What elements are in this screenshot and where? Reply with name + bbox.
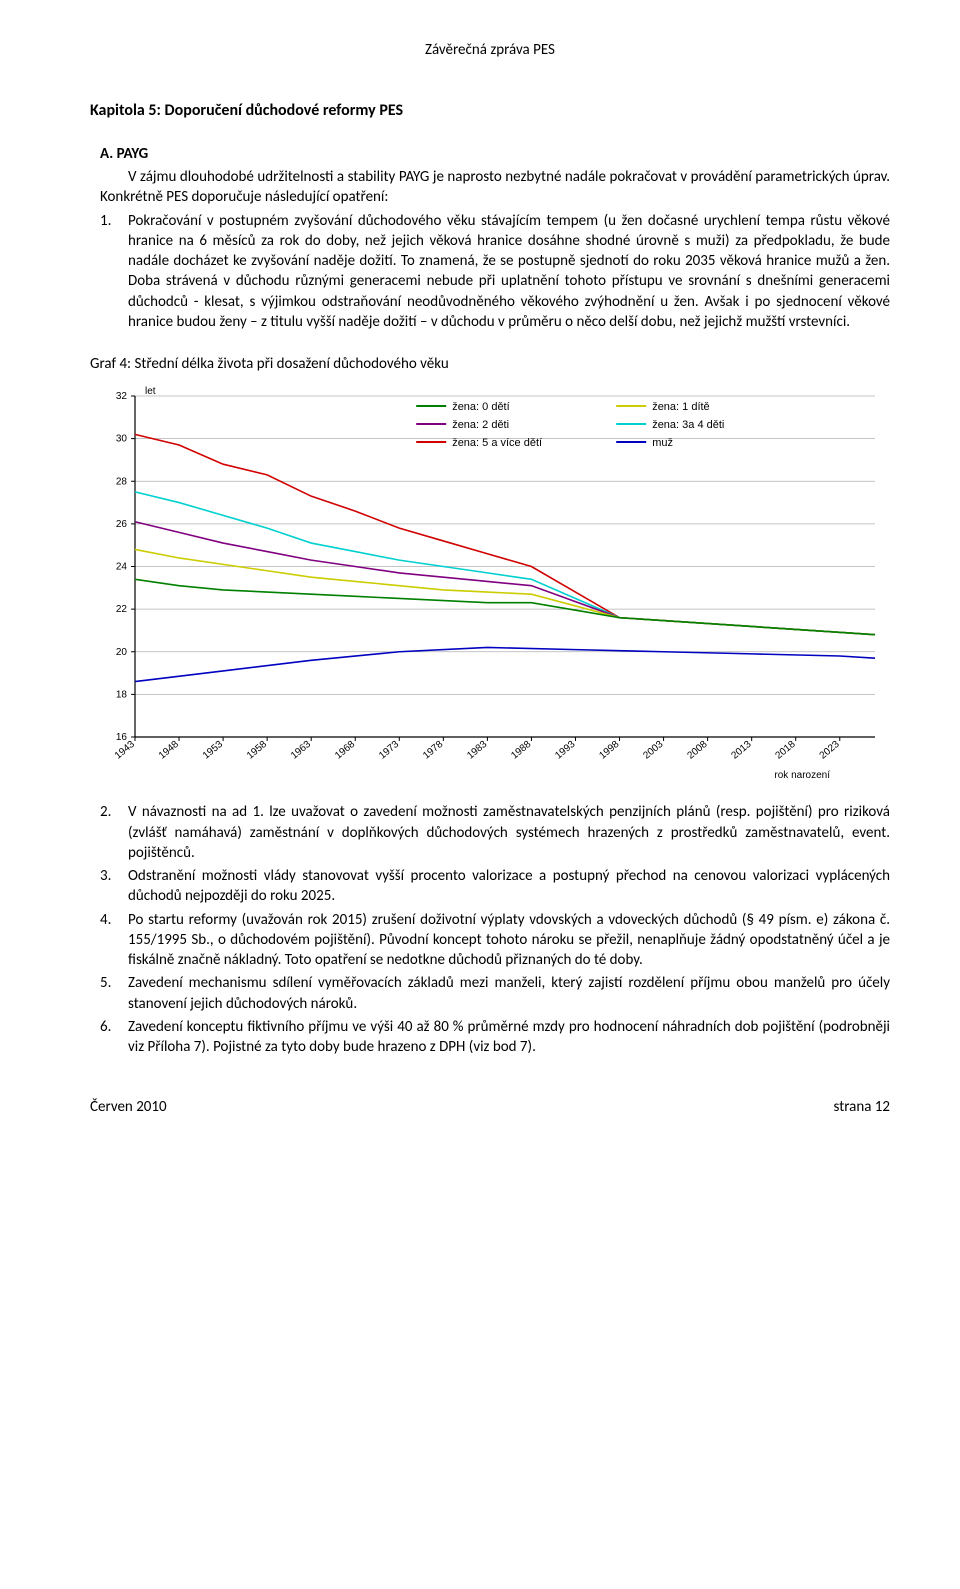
footer-right: strana 12: [834, 1097, 891, 1117]
list-number: 1.: [100, 211, 111, 231]
chapter-title: Kapitola 5: Doporučení důchodové reformy…: [90, 100, 890, 122]
recommendation-list-2: 2. V návaznosti na ad 1. lze uvažovat o z…: [100, 802, 890, 1057]
report-title: Závěrečná zpráva PES: [90, 40, 890, 60]
list-text: V návaznosti na ad 1. lze uvažovat o zav…: [128, 803, 890, 862]
svg-text:30: 30: [116, 434, 128, 445]
chart-heading: Graf 4: Střední délka života při dosažen…: [90, 354, 890, 374]
list-number: 5.: [100, 973, 111, 993]
svg-text:32: 32: [116, 391, 128, 402]
svg-text:26: 26: [116, 519, 128, 530]
list-text: Odstranění možnosti vlády stanovovat vyš…: [128, 867, 890, 905]
svg-text:let: let: [145, 386, 156, 397]
svg-text:18: 18: [116, 690, 128, 701]
svg-text:žena: 0 dětí: žena: 0 dětí: [452, 401, 510, 413]
list-number: 4.: [100, 910, 111, 930]
list-item: 2. V návaznosti na ad 1. lze uvažovat o z…: [100, 802, 890, 863]
list-item: 1. Pokračování v postupném zvyšování důc…: [100, 211, 890, 333]
list-text: Zavedení konceptu fiktivního příjmu ve v…: [128, 1018, 890, 1056]
svg-text:24: 24: [116, 562, 128, 573]
svg-text:žena: 1 dítě: žena: 1 dítě: [652, 401, 710, 413]
svg-text:rok narození: rok narození: [774, 770, 830, 781]
list-text: Zavedení mechanismu sdílení vyměřovacích…: [128, 974, 890, 1012]
list-item: 6. Zavedení konceptu fiktivního příjmu ve…: [100, 1017, 890, 1058]
svg-text:žena: 5 a více dětí: žena: 5 a více dětí: [452, 437, 542, 449]
list-number: 3.: [100, 866, 111, 886]
chart-svg: 161820222426283032let1943194819531958196…: [90, 382, 890, 782]
svg-text:muž: muž: [652, 437, 673, 449]
list-text: Po startu reformy (uvažován rok 2015) zr…: [128, 911, 890, 970]
list-text: Pokračování v postupném zvyšování důchod…: [128, 212, 890, 331]
page-footer: Červen 2010 strana 12: [90, 1097, 890, 1117]
life-expectancy-chart: 161820222426283032let1943194819531958196…: [90, 382, 890, 782]
recommendation-list-1: 1. Pokračování v postupném zvyšování důc…: [100, 211, 890, 333]
svg-text:žena: 2 děti: žena: 2 děti: [452, 419, 509, 431]
list-item: 5. Zavedení mechanismu sdílení vyměřovací…: [100, 973, 890, 1014]
svg-text:22: 22: [116, 604, 128, 615]
footer-left: Červen 2010: [90, 1097, 167, 1117]
svg-text:28: 28: [116, 477, 128, 488]
section-a-intro: V zájmu dlouhodobé udržitelnosti a stabi…: [100, 167, 890, 208]
list-item: 4. Po startu reformy (uvažován rok 2015) …: [100, 910, 890, 971]
svg-text:žena: 3a 4 děti: žena: 3a 4 děti: [652, 419, 724, 431]
list-number: 2.: [100, 802, 111, 822]
svg-text:20: 20: [116, 647, 128, 658]
list-item: 3. Odstranění možnosti vlády stanovovat v…: [100, 866, 890, 907]
list-number: 6.: [100, 1017, 111, 1037]
section-a-heading: A. PAYG: [100, 144, 890, 164]
